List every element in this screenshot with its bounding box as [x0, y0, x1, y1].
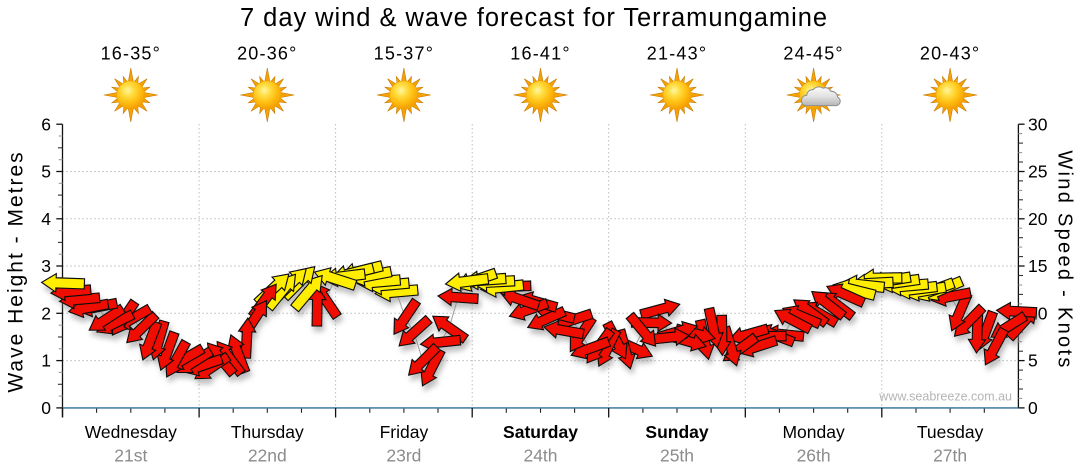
svg-text:22nd: 22nd: [248, 446, 287, 466]
svg-text:Monday: Monday: [782, 422, 845, 442]
svg-text:21st: 21st: [114, 446, 147, 466]
svg-text:16-35°: 16-35°: [101, 44, 161, 64]
svg-text:Friday: Friday: [380, 422, 429, 442]
svg-text:26th: 26th: [797, 446, 831, 466]
svg-text:Wave Height - Metres: Wave Height - Metres: [5, 150, 28, 392]
svg-text:3: 3: [41, 256, 51, 276]
svg-text:5: 5: [41, 162, 51, 182]
svg-text:Sunday: Sunday: [645, 422, 708, 442]
svg-text:6: 6: [41, 114, 51, 134]
svg-text:www.seabreeze.com.au: www.seabreeze.com.au: [878, 390, 1012, 404]
svg-text:24-45°: 24-45°: [783, 44, 843, 64]
svg-text:Saturday: Saturday: [503, 422, 578, 442]
svg-text:20: 20: [1028, 209, 1048, 229]
svg-text:Tuesday: Tuesday: [917, 422, 984, 442]
svg-text:30: 30: [1028, 114, 1048, 134]
svg-text:Wednesday: Wednesday: [85, 422, 177, 442]
svg-text:20-43°: 20-43°: [920, 44, 980, 64]
svg-text:Wind Speed - Knots: Wind Speed - Knots: [1054, 150, 1076, 369]
svg-text:23rd: 23rd: [386, 446, 421, 466]
svg-text:16-41°: 16-41°: [510, 44, 570, 64]
svg-text:Thursday: Thursday: [231, 422, 304, 442]
svg-text:27th: 27th: [933, 446, 967, 466]
svg-text:0: 0: [1028, 398, 1038, 418]
svg-text:1: 1: [41, 351, 51, 371]
svg-text:25th: 25th: [660, 446, 694, 466]
svg-text:15-37°: 15-37°: [374, 44, 434, 64]
svg-text:2: 2: [41, 303, 51, 323]
svg-text:20-36°: 20-36°: [237, 44, 297, 64]
svg-text:5: 5: [1028, 351, 1038, 371]
svg-text:15: 15: [1028, 256, 1047, 276]
svg-text:21-43°: 21-43°: [647, 44, 707, 64]
svg-text:24th: 24th: [523, 446, 557, 466]
svg-text:25: 25: [1028, 162, 1047, 182]
svg-text:0: 0: [41, 398, 51, 418]
svg-text:7 day wind & wave forecast for: 7 day wind & wave forecast for Terramung…: [240, 4, 828, 32]
svg-text:4: 4: [41, 209, 51, 229]
